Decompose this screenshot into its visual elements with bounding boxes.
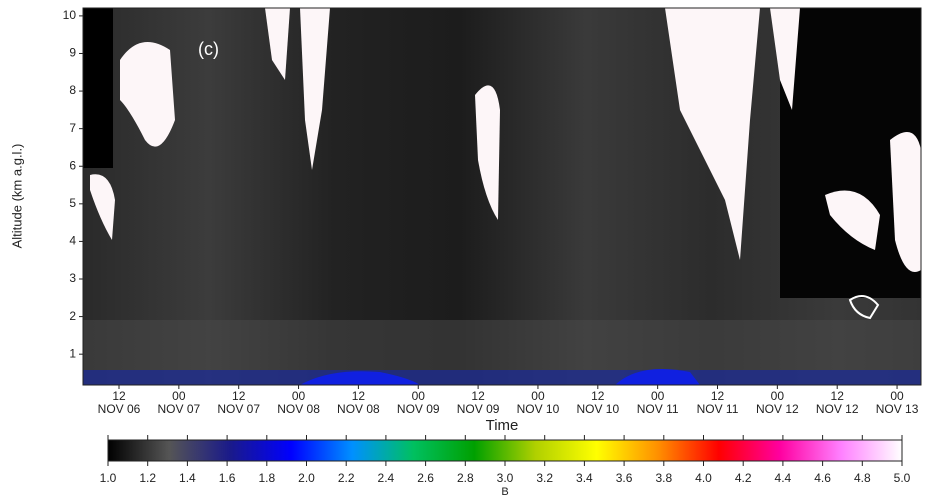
panel-annotation: (c) xyxy=(198,39,219,59)
colorbar-tick-label: 1.8 xyxy=(258,471,275,485)
y-tick-label: 8 xyxy=(69,83,76,97)
x-tick-hour: 12 xyxy=(232,389,246,403)
x-tick-date: NOV 13 xyxy=(876,402,919,416)
x-tick-date: NOV 08 xyxy=(277,402,320,416)
x-tick-date: NOV 10 xyxy=(517,402,560,416)
y-tick-label: 2 xyxy=(69,309,76,323)
colorbar-tick-label: 1.2 xyxy=(139,471,156,485)
colorbar-tick-label: 3.8 xyxy=(655,471,672,485)
x-tick-date: NOV 06 xyxy=(98,402,141,416)
x-tick-date: NOV 07 xyxy=(158,402,201,416)
colorbar-tick-label: 4.2 xyxy=(735,471,752,485)
colorbar xyxy=(107,439,903,462)
x-tick-date: NOV 09 xyxy=(457,402,500,416)
x-tick-hour: 00 xyxy=(890,389,904,403)
x-axis-label: Time xyxy=(486,417,519,434)
x-tick-date: NOV 07 xyxy=(217,402,260,416)
x-tick-date: NOV 11 xyxy=(637,402,679,416)
colorbar-tick-label: 4.6 xyxy=(814,471,831,485)
colorbar-label: B xyxy=(501,486,508,498)
colorbar-tick-label: 2.8 xyxy=(457,471,474,485)
y-tick-label: 4 xyxy=(69,234,76,248)
x-tick-hour: 00 xyxy=(292,389,306,403)
colorbar-tick-label: 1.6 xyxy=(219,471,236,485)
colorbar-tick-label: 5.0 xyxy=(894,471,911,485)
x-tick-date: NOV 09 xyxy=(397,402,440,416)
colorbar-tick-label: 2.2 xyxy=(338,471,355,485)
x-tick-hour: 00 xyxy=(172,389,186,403)
x-tick-date: NOV 08 xyxy=(337,402,380,416)
colorbar-tick-label: 3.0 xyxy=(497,471,514,485)
colorbar-tick-label: 4.8 xyxy=(854,471,871,485)
colorbar-tick-label: 4.4 xyxy=(775,471,792,485)
colorbar-tick-label: 2.0 xyxy=(298,471,315,485)
y-tick-label: 10 xyxy=(63,8,77,22)
y-tick-label: 6 xyxy=(69,158,76,172)
x-tick-hour: 00 xyxy=(531,389,545,403)
y-tick-label: 7 xyxy=(69,121,76,135)
y-axis-label: Altitude (km a.g.l.) xyxy=(9,144,24,249)
x-tick-date: NOV 12 xyxy=(756,402,799,416)
y-tick-label: 1 xyxy=(69,346,76,360)
x-tick-hour: 00 xyxy=(771,389,785,403)
colorbar-tick-label: 2.4 xyxy=(378,471,395,485)
x-tick-date: NOV 10 xyxy=(576,402,619,416)
x-tick-hour: 12 xyxy=(831,389,845,403)
plot-frame xyxy=(82,7,922,386)
colorbar-tick-label: 2.6 xyxy=(417,471,434,485)
colorbar-tick-label: 4.0 xyxy=(695,471,712,485)
y-tick-label: 3 xyxy=(69,271,76,285)
x-tick-date: NOV 12 xyxy=(816,402,859,416)
y-tick-label: 9 xyxy=(69,46,76,60)
colorbar-tick-label: 1.4 xyxy=(179,471,196,485)
heatmap-image xyxy=(83,8,921,385)
colorbar-tick-label: 3.6 xyxy=(616,471,633,485)
x-tick-date: NOV 11 xyxy=(697,402,739,416)
x-tick-hour: 12 xyxy=(591,389,605,403)
x-tick-hour: 00 xyxy=(651,389,665,403)
colorbar-tick-label: 3.4 xyxy=(576,471,593,485)
x-tick-hour: 00 xyxy=(412,389,426,403)
colorbar-tick-label: 1.0 xyxy=(100,471,117,485)
x-tick-hour: 12 xyxy=(471,389,485,403)
colorbar-tick-label: 3.2 xyxy=(536,471,553,485)
x-tick-hour: 12 xyxy=(112,389,126,403)
x-tick-hour: 12 xyxy=(352,389,366,403)
y-tick-label: 5 xyxy=(69,196,76,210)
x-tick-hour: 12 xyxy=(711,389,725,403)
